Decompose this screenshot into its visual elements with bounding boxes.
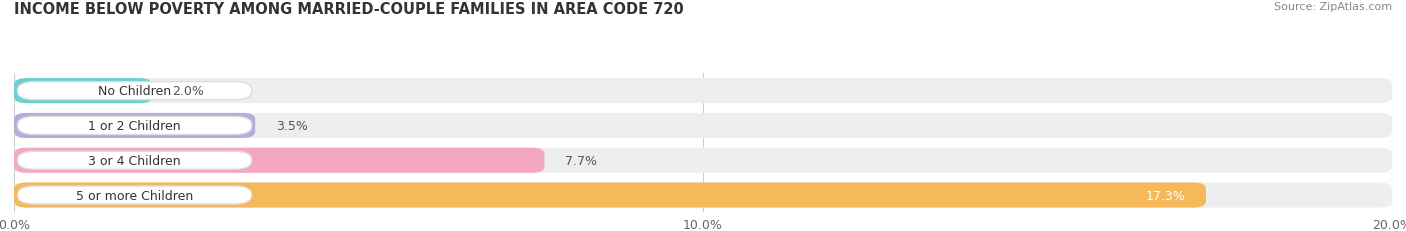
Text: 1 or 2 Children: 1 or 2 Children <box>89 119 181 132</box>
FancyBboxPatch shape <box>14 79 152 104</box>
FancyBboxPatch shape <box>14 148 1392 173</box>
Text: 2.0%: 2.0% <box>173 85 204 98</box>
FancyBboxPatch shape <box>14 148 544 173</box>
Text: 3.5%: 3.5% <box>276 119 308 132</box>
FancyBboxPatch shape <box>14 183 1392 208</box>
FancyBboxPatch shape <box>14 79 1392 104</box>
Text: 3 or 4 Children: 3 or 4 Children <box>89 154 181 167</box>
Text: 17.3%: 17.3% <box>1146 189 1185 202</box>
Text: No Children: No Children <box>98 85 172 98</box>
FancyBboxPatch shape <box>14 183 1206 208</box>
FancyBboxPatch shape <box>14 113 256 138</box>
FancyBboxPatch shape <box>17 117 252 135</box>
FancyBboxPatch shape <box>17 152 252 170</box>
Text: Source: ZipAtlas.com: Source: ZipAtlas.com <box>1274 2 1392 12</box>
FancyBboxPatch shape <box>17 186 252 204</box>
Text: INCOME BELOW POVERTY AMONG MARRIED-COUPLE FAMILIES IN AREA CODE 720: INCOME BELOW POVERTY AMONG MARRIED-COUPL… <box>14 2 683 17</box>
Text: 5 or more Children: 5 or more Children <box>76 189 193 202</box>
FancyBboxPatch shape <box>17 82 252 100</box>
Text: 7.7%: 7.7% <box>565 154 598 167</box>
FancyBboxPatch shape <box>14 113 1392 138</box>
